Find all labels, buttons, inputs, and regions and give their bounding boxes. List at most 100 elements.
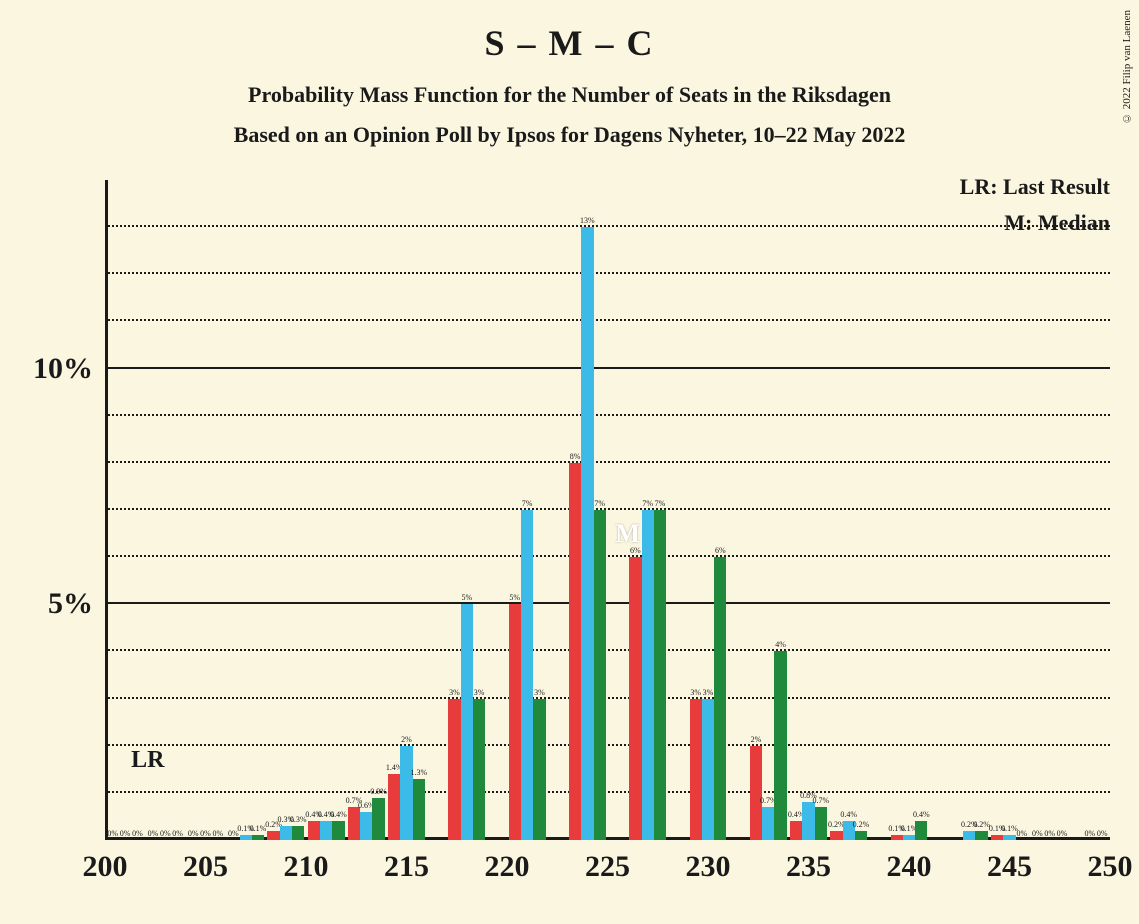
bar: 0.7% xyxy=(762,807,774,840)
bar-value-label: 7% xyxy=(594,499,605,510)
bar-value-label: 7% xyxy=(655,499,666,510)
bar-value-label: 2% xyxy=(751,735,762,746)
gridline xyxy=(105,697,1110,699)
bar-group: 0.1%0.1%0% xyxy=(991,835,1028,840)
gridline xyxy=(105,602,1110,604)
bar: 0.7% xyxy=(815,807,827,840)
bar-value-label: 0% xyxy=(188,829,199,840)
bar: 2% xyxy=(400,746,412,840)
bar: 0.4% xyxy=(308,821,320,840)
bar: 0.1% xyxy=(252,835,264,840)
bar: 7% xyxy=(654,510,666,840)
x-tick-label: 245 xyxy=(987,840,1032,884)
gridline xyxy=(105,649,1110,651)
bar-value-label: 5% xyxy=(461,593,472,604)
bar: 0.1% xyxy=(903,835,915,840)
bar: 3% xyxy=(448,699,460,840)
bar: 0.1% xyxy=(991,835,1003,840)
bar: 0.9% xyxy=(372,798,384,840)
bar-value-label: 0% xyxy=(107,829,118,840)
gridline xyxy=(105,367,1110,369)
bar-value-label: 0% xyxy=(1057,829,1068,840)
bar-group: 3%3%6% xyxy=(690,557,727,840)
bar-value-label: 0.4% xyxy=(330,810,347,821)
bar: 13% xyxy=(581,227,593,840)
bar: 0.1% xyxy=(240,835,252,840)
bar-value-label: 13% xyxy=(580,216,595,227)
bar-group: 5%7%3% xyxy=(509,510,546,840)
bar-value-label: 0.4% xyxy=(913,810,930,821)
x-tick-label: 240 xyxy=(887,840,932,884)
bar: 0.2% xyxy=(975,831,987,840)
bar: 3% xyxy=(533,699,545,840)
bar-value-label: 0% xyxy=(200,829,211,840)
gridline xyxy=(105,461,1110,463)
bar: 4% xyxy=(774,651,786,840)
bar-value-label: 3% xyxy=(449,688,460,699)
bar: 2% xyxy=(750,746,762,840)
plot-area: 5%10% 200205210215220225230235240245250 … xyxy=(105,180,1110,840)
chart-subtitle-2: Based on an Opinion Poll by Ipsos for Da… xyxy=(0,122,1139,148)
legend-m: M: Median xyxy=(960,210,1110,236)
bar-value-label: 0.9% xyxy=(370,787,387,798)
bar: 0.7% xyxy=(348,807,360,840)
bar: 0.4% xyxy=(915,821,927,840)
bar-group: 3%5%3% xyxy=(448,604,485,840)
bar: 0.2% xyxy=(855,831,867,840)
bar-value-label: 7% xyxy=(522,499,533,510)
y-axis-line xyxy=(105,180,108,840)
legend-lr: LR: Last Result xyxy=(960,174,1110,200)
bar: 0.3% xyxy=(280,826,292,840)
bar: 5% xyxy=(461,604,473,840)
bar: 7% xyxy=(642,510,654,840)
bar: 1.4% xyxy=(388,774,400,840)
bar-group: 8%13%7% xyxy=(569,227,606,840)
bar-group: 0.2%0.3%0.3% xyxy=(267,826,304,840)
y-tick-label: 5% xyxy=(48,587,105,621)
bar-value-label: 0.2% xyxy=(973,820,990,831)
x-tick-label: 250 xyxy=(1088,840,1133,884)
gridline xyxy=(105,744,1110,746)
bar: 8% xyxy=(569,463,581,840)
bar-value-label: 8% xyxy=(570,452,581,463)
bar-value-label: 0% xyxy=(1044,829,1055,840)
bar-value-label: 0.2% xyxy=(853,820,870,831)
x-tick-label: 210 xyxy=(284,840,329,884)
bar-value-label: 0% xyxy=(120,829,131,840)
bar-group: 0.7%0.6%0.9% xyxy=(348,798,385,840)
bar-value-label: 4% xyxy=(775,640,786,651)
bar: 7% xyxy=(521,510,533,840)
bar: 0.6% xyxy=(360,812,372,840)
bar-value-label: 7% xyxy=(642,499,653,510)
bar: 0.4% xyxy=(320,821,332,840)
bar: 0.2% xyxy=(963,831,975,840)
x-tick-label: 205 xyxy=(183,840,228,884)
x-tick-label: 235 xyxy=(786,840,831,884)
bar-group: 0.2%0.4%0.2% xyxy=(830,821,867,840)
bar-value-label: 3% xyxy=(703,688,714,699)
bar-group: 0.2%0.2% xyxy=(951,831,988,840)
gridline xyxy=(105,319,1110,321)
bar: 6% xyxy=(714,557,726,840)
bar-value-label: 0.1% xyxy=(250,824,267,835)
bar: 0.4% xyxy=(790,821,802,840)
bar: 3% xyxy=(690,699,702,840)
bar-value-label: 3% xyxy=(690,688,701,699)
bar: 0.2% xyxy=(830,831,842,840)
bar-group: 0%0.1%0.1% xyxy=(227,835,264,840)
copyright-text: © 2022 Filip van Laenen xyxy=(1121,10,1133,124)
bar: 0.2% xyxy=(267,831,279,840)
bar-value-label: 0.7% xyxy=(812,796,829,807)
bar-group: 0.1%0.1%0.4% xyxy=(891,821,928,840)
bar-value-label: 0% xyxy=(1032,829,1043,840)
bar-value-label: 2% xyxy=(401,735,412,746)
bar: 3% xyxy=(702,699,714,840)
x-tick-label: 225 xyxy=(585,840,630,884)
bar: 5% xyxy=(509,604,521,840)
bar-value-label: 0% xyxy=(132,829,143,840)
bar: 1.3% xyxy=(413,779,425,840)
gridline xyxy=(105,414,1110,416)
bar: 0.4% xyxy=(332,821,344,840)
x-tick-label: 215 xyxy=(384,840,429,884)
bar-value-label: 0% xyxy=(160,829,171,840)
